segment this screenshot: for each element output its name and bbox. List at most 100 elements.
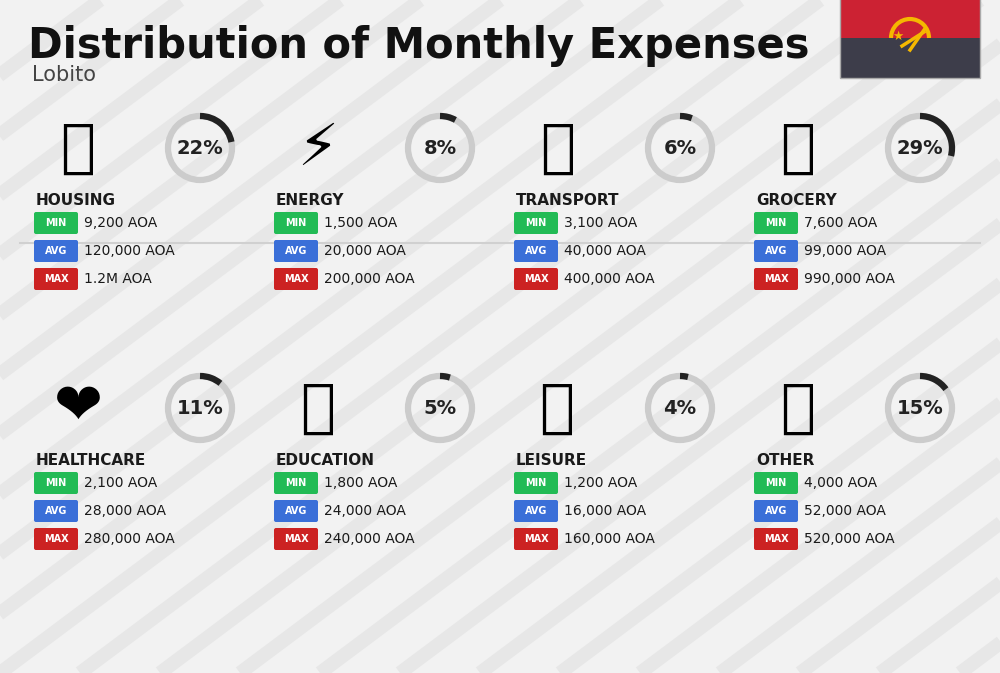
- FancyBboxPatch shape: [754, 212, 798, 234]
- Text: 🏘: 🏘: [60, 120, 96, 176]
- Text: MAX: MAX: [524, 274, 548, 284]
- FancyBboxPatch shape: [274, 500, 318, 522]
- Text: 520,000 AOA: 520,000 AOA: [804, 532, 895, 546]
- FancyBboxPatch shape: [34, 472, 78, 494]
- FancyBboxPatch shape: [514, 472, 558, 494]
- Text: ❤️: ❤️: [54, 380, 102, 437]
- Text: ⚡: ⚡: [298, 120, 338, 176]
- Text: MIN: MIN: [45, 218, 67, 228]
- FancyBboxPatch shape: [274, 528, 318, 550]
- Text: 52,000 AOA: 52,000 AOA: [804, 504, 886, 518]
- Text: GROCERY: GROCERY: [756, 193, 837, 208]
- FancyBboxPatch shape: [754, 472, 798, 494]
- Text: 22%: 22%: [177, 139, 223, 157]
- Text: Lobito: Lobito: [32, 65, 96, 85]
- Text: 240,000 AOA: 240,000 AOA: [324, 532, 415, 546]
- Text: MAX: MAX: [44, 534, 68, 544]
- Text: 🎓: 🎓: [300, 380, 336, 437]
- Text: 1,500 AOA: 1,500 AOA: [324, 216, 397, 230]
- Text: HEALTHCARE: HEALTHCARE: [36, 453, 146, 468]
- Text: 5%: 5%: [423, 398, 457, 417]
- Text: 400,000 AOA: 400,000 AOA: [564, 272, 655, 286]
- Text: MIN: MIN: [765, 218, 787, 228]
- Text: EDUCATION: EDUCATION: [276, 453, 375, 468]
- Text: 3,100 AOA: 3,100 AOA: [564, 216, 637, 230]
- Text: 99,000 AOA: 99,000 AOA: [804, 244, 886, 258]
- Text: LEISURE: LEISURE: [516, 453, 587, 468]
- Text: AVG: AVG: [525, 506, 547, 516]
- Text: 🛒: 🛒: [780, 120, 816, 176]
- FancyBboxPatch shape: [754, 240, 798, 262]
- Text: MAX: MAX: [44, 274, 68, 284]
- Text: MIN: MIN: [285, 478, 307, 488]
- Text: HOUSING: HOUSING: [36, 193, 116, 208]
- Text: TRANSPORT: TRANSPORT: [516, 193, 620, 208]
- Text: 15%: 15%: [897, 398, 943, 417]
- Text: Distribution of Monthly Expenses: Distribution of Monthly Expenses: [28, 25, 810, 67]
- Text: 24,000 AOA: 24,000 AOA: [324, 504, 406, 518]
- FancyBboxPatch shape: [274, 240, 318, 262]
- Text: MIN: MIN: [285, 218, 307, 228]
- Text: MIN: MIN: [765, 478, 787, 488]
- FancyBboxPatch shape: [514, 500, 558, 522]
- FancyBboxPatch shape: [34, 240, 78, 262]
- Text: 4,000 AOA: 4,000 AOA: [804, 476, 877, 490]
- FancyBboxPatch shape: [34, 528, 78, 550]
- Text: 1,800 AOA: 1,800 AOA: [324, 476, 397, 490]
- FancyBboxPatch shape: [274, 472, 318, 494]
- Text: 11%: 11%: [177, 398, 223, 417]
- Text: AVG: AVG: [285, 246, 307, 256]
- FancyBboxPatch shape: [840, 38, 980, 78]
- Text: 120,000 AOA: 120,000 AOA: [84, 244, 175, 258]
- Text: 8%: 8%: [423, 139, 457, 157]
- Text: 💰: 💰: [780, 380, 816, 437]
- Text: AVG: AVG: [765, 506, 787, 516]
- Text: ★: ★: [892, 30, 904, 42]
- Text: 7,600 AOA: 7,600 AOA: [804, 216, 877, 230]
- Text: 9,200 AOA: 9,200 AOA: [84, 216, 157, 230]
- FancyBboxPatch shape: [274, 268, 318, 290]
- Text: 🚌: 🚌: [540, 120, 576, 176]
- Text: MAX: MAX: [284, 534, 308, 544]
- Text: MAX: MAX: [284, 274, 308, 284]
- FancyBboxPatch shape: [754, 268, 798, 290]
- Text: 1,200 AOA: 1,200 AOA: [564, 476, 637, 490]
- FancyBboxPatch shape: [514, 240, 558, 262]
- Text: AVG: AVG: [285, 506, 307, 516]
- Text: MAX: MAX: [764, 274, 788, 284]
- Text: ENERGY: ENERGY: [276, 193, 344, 208]
- Text: 4%: 4%: [663, 398, 697, 417]
- Text: MAX: MAX: [524, 534, 548, 544]
- Text: MIN: MIN: [45, 478, 67, 488]
- Text: 1.2M AOA: 1.2M AOA: [84, 272, 152, 286]
- Text: MIN: MIN: [525, 478, 547, 488]
- FancyBboxPatch shape: [514, 528, 558, 550]
- Text: 2,100 AOA: 2,100 AOA: [84, 476, 157, 490]
- Text: OTHER: OTHER: [756, 453, 814, 468]
- FancyBboxPatch shape: [34, 500, 78, 522]
- Text: 28,000 AOA: 28,000 AOA: [84, 504, 166, 518]
- Text: AVG: AVG: [765, 246, 787, 256]
- Text: MAX: MAX: [764, 534, 788, 544]
- FancyBboxPatch shape: [840, 0, 980, 38]
- Text: 200,000 AOA: 200,000 AOA: [324, 272, 415, 286]
- FancyBboxPatch shape: [514, 268, 558, 290]
- Text: 6%: 6%: [663, 139, 697, 157]
- Text: AVG: AVG: [45, 506, 67, 516]
- Text: AVG: AVG: [45, 246, 67, 256]
- Text: 29%: 29%: [897, 139, 943, 157]
- Text: 990,000 AOA: 990,000 AOA: [804, 272, 895, 286]
- Text: 160,000 AOA: 160,000 AOA: [564, 532, 655, 546]
- FancyBboxPatch shape: [754, 528, 798, 550]
- FancyBboxPatch shape: [34, 212, 78, 234]
- Text: 40,000 AOA: 40,000 AOA: [564, 244, 646, 258]
- Text: 20,000 AOA: 20,000 AOA: [324, 244, 406, 258]
- Text: MIN: MIN: [525, 218, 547, 228]
- FancyBboxPatch shape: [274, 212, 318, 234]
- Text: AVG: AVG: [525, 246, 547, 256]
- Text: 280,000 AOA: 280,000 AOA: [84, 532, 175, 546]
- Text: 🛍️: 🛍️: [540, 380, 576, 437]
- FancyBboxPatch shape: [514, 212, 558, 234]
- FancyBboxPatch shape: [34, 268, 78, 290]
- Text: 16,000 AOA: 16,000 AOA: [564, 504, 646, 518]
